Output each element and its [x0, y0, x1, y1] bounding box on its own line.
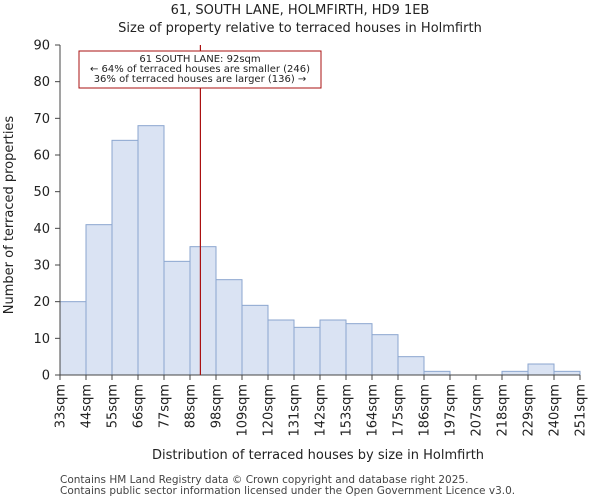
x-tick-label: 186sqm	[418, 384, 433, 437]
x-tick-label: 66sqm	[132, 384, 147, 428]
y-tick-label: 0	[42, 369, 50, 384]
bar-240sqm	[553, 370, 581, 376]
footer-line-2: Contains public sector information licen…	[60, 485, 515, 497]
x-tick-label: 207sqm	[470, 384, 485, 437]
x-tick-label: 164sqm	[366, 384, 381, 437]
x-tick-label: 218sqm	[496, 384, 511, 437]
y-tick-label: 70	[33, 112, 50, 127]
bar-131sqm	[293, 326, 321, 376]
x-tick-label: 229sqm	[522, 384, 537, 437]
x-tick-label: 153sqm	[340, 384, 355, 437]
y-axis-label: Number of terraced properties	[2, 116, 17, 315]
bar-164sqm	[371, 334, 399, 376]
y-tick-label: 20	[33, 295, 50, 310]
x-tick-label: 98sqm	[210, 384, 225, 428]
y-tick-label: 60	[33, 149, 50, 164]
x-axis-label: Distribution of terraced houses by size …	[152, 448, 484, 463]
x-ticks-group: 33sqm 44sqm 55sqm 66sqm 77sqm 88sqm 98sqm 109sq…	[54, 375, 589, 437]
x-tick-label: 120sqm	[262, 384, 277, 437]
x-tick-label: 77sqm	[158, 384, 173, 428]
bar-66sqm	[137, 125, 165, 376]
chart-subtitle: Size of property relative to terraced ho…	[118, 21, 482, 36]
bar-153sqm	[345, 323, 373, 376]
y-tick-label: 50	[33, 185, 50, 200]
bar-33sqm	[59, 301, 87, 376]
x-tick-label: 131sqm	[288, 384, 303, 437]
bar-186sqm	[423, 370, 451, 376]
x-tick-label: 197sqm	[444, 384, 459, 437]
x-tick-label: 109sqm	[236, 384, 251, 437]
x-tick-label: 142sqm	[314, 384, 329, 437]
annotation-line-1: 61 SOUTH LANE: 92sqm	[139, 54, 260, 65]
x-tick-label: 44sqm	[80, 384, 95, 428]
y-tick-label: 10	[33, 332, 50, 347]
y-ticks-group: 0 10 20 30 40 50 60 70 80 90	[33, 39, 60, 384]
x-tick-label: 240sqm	[548, 384, 563, 437]
annotation-box: 61 SOUTH LANE: 92sqm ← 64% of terraced h…	[78, 50, 322, 89]
footer-line-1: Contains HM Land Registry data © Crown c…	[60, 474, 468, 486]
bar-109sqm	[241, 304, 269, 376]
bar-218sqm	[501, 370, 529, 376]
chart-title: 61, SOUTH LANE, HOLMFIRTH, HD9 1EB	[171, 3, 430, 18]
x-tick-label: 33sqm	[54, 384, 69, 428]
annotation-line-2: ← 64% of terraced houses are smaller (24…	[90, 64, 310, 75]
y-tick-label: 30	[33, 259, 50, 274]
x-tick-label: 55sqm	[106, 384, 121, 428]
y-tick-label: 90	[33, 39, 50, 54]
bar-229sqm	[527, 363, 555, 376]
bar-120sqm	[267, 319, 295, 376]
x-tick-label: 88sqm	[184, 384, 199, 428]
bar-44sqm	[85, 224, 113, 376]
bar-175sqm	[397, 356, 425, 376]
x-tick-label: 175sqm	[392, 384, 407, 437]
x-tick-label: 251sqm	[574, 384, 589, 437]
bar-142sqm	[319, 319, 347, 376]
y-tick-label: 40	[33, 222, 50, 237]
bar-77sqm	[163, 260, 191, 376]
bar-55sqm	[111, 139, 139, 376]
y-tick-label: 80	[33, 75, 50, 90]
bar-98sqm	[215, 279, 243, 376]
bars-group	[59, 125, 581, 376]
annotation-line-3: 36% of terraced houses are larger (136) …	[94, 74, 307, 85]
bar-88sqm	[189, 246, 217, 376]
